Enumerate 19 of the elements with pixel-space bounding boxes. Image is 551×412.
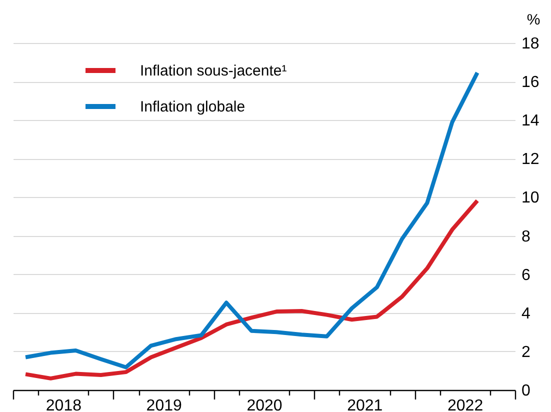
legend-label: Inflation globale	[140, 98, 246, 116]
x-tick-label: 2022	[448, 398, 484, 412]
y-tick-label: 6	[522, 266, 530, 284]
x-tick-label: 2019	[146, 398, 182, 412]
y-tick-label: 12	[522, 151, 540, 168]
y-tick-label: 4	[522, 305, 530, 322]
y-axis-title: %	[526, 12, 540, 28]
y-tick-label: 10	[522, 190, 540, 207]
x-tick-label: 2020	[246, 398, 282, 412]
y-tick-label: 18	[522, 36, 540, 52]
y-tick-label: 2	[522, 344, 530, 361]
y-tick-label: 0	[522, 382, 530, 400]
y-tick-label: 16	[522, 74, 540, 92]
x-tick-label: 2021	[347, 398, 383, 412]
y-tick-label: 8	[522, 228, 530, 246]
x-tick-label: 2018	[46, 398, 82, 412]
line-series	[24, 198, 480, 380]
y-tick-label: 14	[522, 112, 540, 130]
legend-label: Inflation sous-jacente¹	[140, 62, 287, 80]
